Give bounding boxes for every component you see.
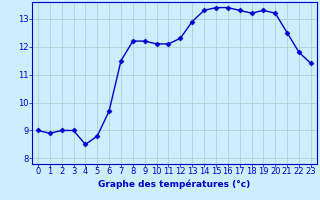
X-axis label: Graphe des températures (°c): Graphe des températures (°c) xyxy=(98,179,251,189)
